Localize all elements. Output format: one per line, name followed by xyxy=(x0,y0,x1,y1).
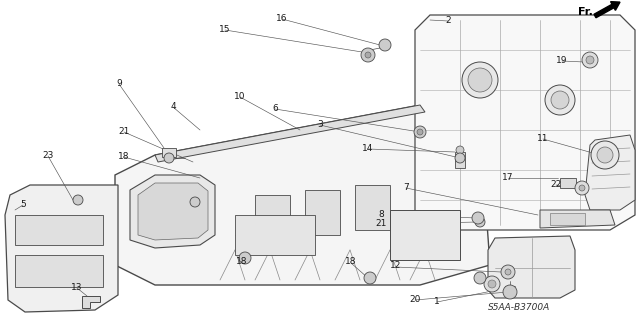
Circle shape xyxy=(505,269,511,275)
Text: 20: 20 xyxy=(410,294,420,303)
Text: 9: 9 xyxy=(116,78,122,87)
Text: 23: 23 xyxy=(42,150,54,159)
Circle shape xyxy=(472,212,484,224)
Bar xyxy=(305,190,340,235)
Bar xyxy=(235,215,315,255)
Text: 14: 14 xyxy=(362,143,374,153)
Circle shape xyxy=(474,272,486,284)
Text: 6: 6 xyxy=(272,103,278,113)
Text: 18: 18 xyxy=(236,257,248,266)
Polygon shape xyxy=(155,105,425,162)
Polygon shape xyxy=(138,183,208,240)
Text: 7: 7 xyxy=(403,182,409,191)
Bar xyxy=(390,210,460,260)
Bar xyxy=(15,255,103,287)
Polygon shape xyxy=(488,236,575,298)
Text: 17: 17 xyxy=(502,172,514,181)
Bar xyxy=(162,148,176,157)
Circle shape xyxy=(551,91,569,109)
Circle shape xyxy=(164,153,174,163)
Circle shape xyxy=(475,217,485,227)
Polygon shape xyxy=(415,15,635,230)
Polygon shape xyxy=(130,175,215,248)
Text: 11: 11 xyxy=(537,133,548,142)
Circle shape xyxy=(582,52,598,68)
Circle shape xyxy=(414,126,426,138)
Circle shape xyxy=(365,52,371,58)
Bar xyxy=(560,178,576,188)
Text: 18: 18 xyxy=(118,151,130,161)
Text: 22: 22 xyxy=(550,180,562,188)
Circle shape xyxy=(361,48,375,62)
Circle shape xyxy=(456,146,464,154)
Circle shape xyxy=(462,62,498,98)
Text: 16: 16 xyxy=(276,13,288,22)
Circle shape xyxy=(597,147,613,163)
Circle shape xyxy=(239,252,251,264)
Text: 2: 2 xyxy=(445,15,451,25)
Bar xyxy=(550,213,585,225)
Text: 4: 4 xyxy=(170,101,176,110)
Text: S5AA-B3700A: S5AA-B3700A xyxy=(488,303,550,313)
Text: 13: 13 xyxy=(71,283,83,292)
Polygon shape xyxy=(5,185,118,312)
Circle shape xyxy=(455,153,465,163)
Text: Fr.: Fr. xyxy=(578,7,593,17)
Bar xyxy=(255,195,290,240)
Circle shape xyxy=(417,129,423,135)
Text: 3: 3 xyxy=(317,119,323,129)
Circle shape xyxy=(484,276,500,292)
Circle shape xyxy=(468,68,492,92)
Polygon shape xyxy=(585,135,635,210)
Polygon shape xyxy=(115,105,490,285)
Circle shape xyxy=(591,141,619,169)
FancyArrow shape xyxy=(594,2,620,18)
Circle shape xyxy=(364,272,376,284)
Text: 21: 21 xyxy=(375,219,387,228)
Circle shape xyxy=(545,85,575,115)
Text: 18: 18 xyxy=(345,258,356,267)
Circle shape xyxy=(73,195,83,205)
Circle shape xyxy=(190,197,200,207)
Circle shape xyxy=(379,39,391,51)
Text: 8: 8 xyxy=(378,210,384,219)
Text: 5: 5 xyxy=(20,199,26,209)
Polygon shape xyxy=(82,296,100,308)
Text: 10: 10 xyxy=(234,92,246,100)
Circle shape xyxy=(503,285,517,299)
Bar xyxy=(15,215,103,245)
Text: 12: 12 xyxy=(390,261,402,270)
Text: 19: 19 xyxy=(556,55,568,65)
Circle shape xyxy=(488,280,496,288)
Circle shape xyxy=(586,56,594,64)
Circle shape xyxy=(575,181,589,195)
Bar xyxy=(355,185,390,230)
Text: 1: 1 xyxy=(434,297,440,306)
Bar xyxy=(455,152,465,168)
Polygon shape xyxy=(540,210,615,228)
Circle shape xyxy=(501,265,515,279)
Text: 15: 15 xyxy=(220,25,231,34)
Text: 21: 21 xyxy=(118,126,130,135)
Circle shape xyxy=(579,185,585,191)
